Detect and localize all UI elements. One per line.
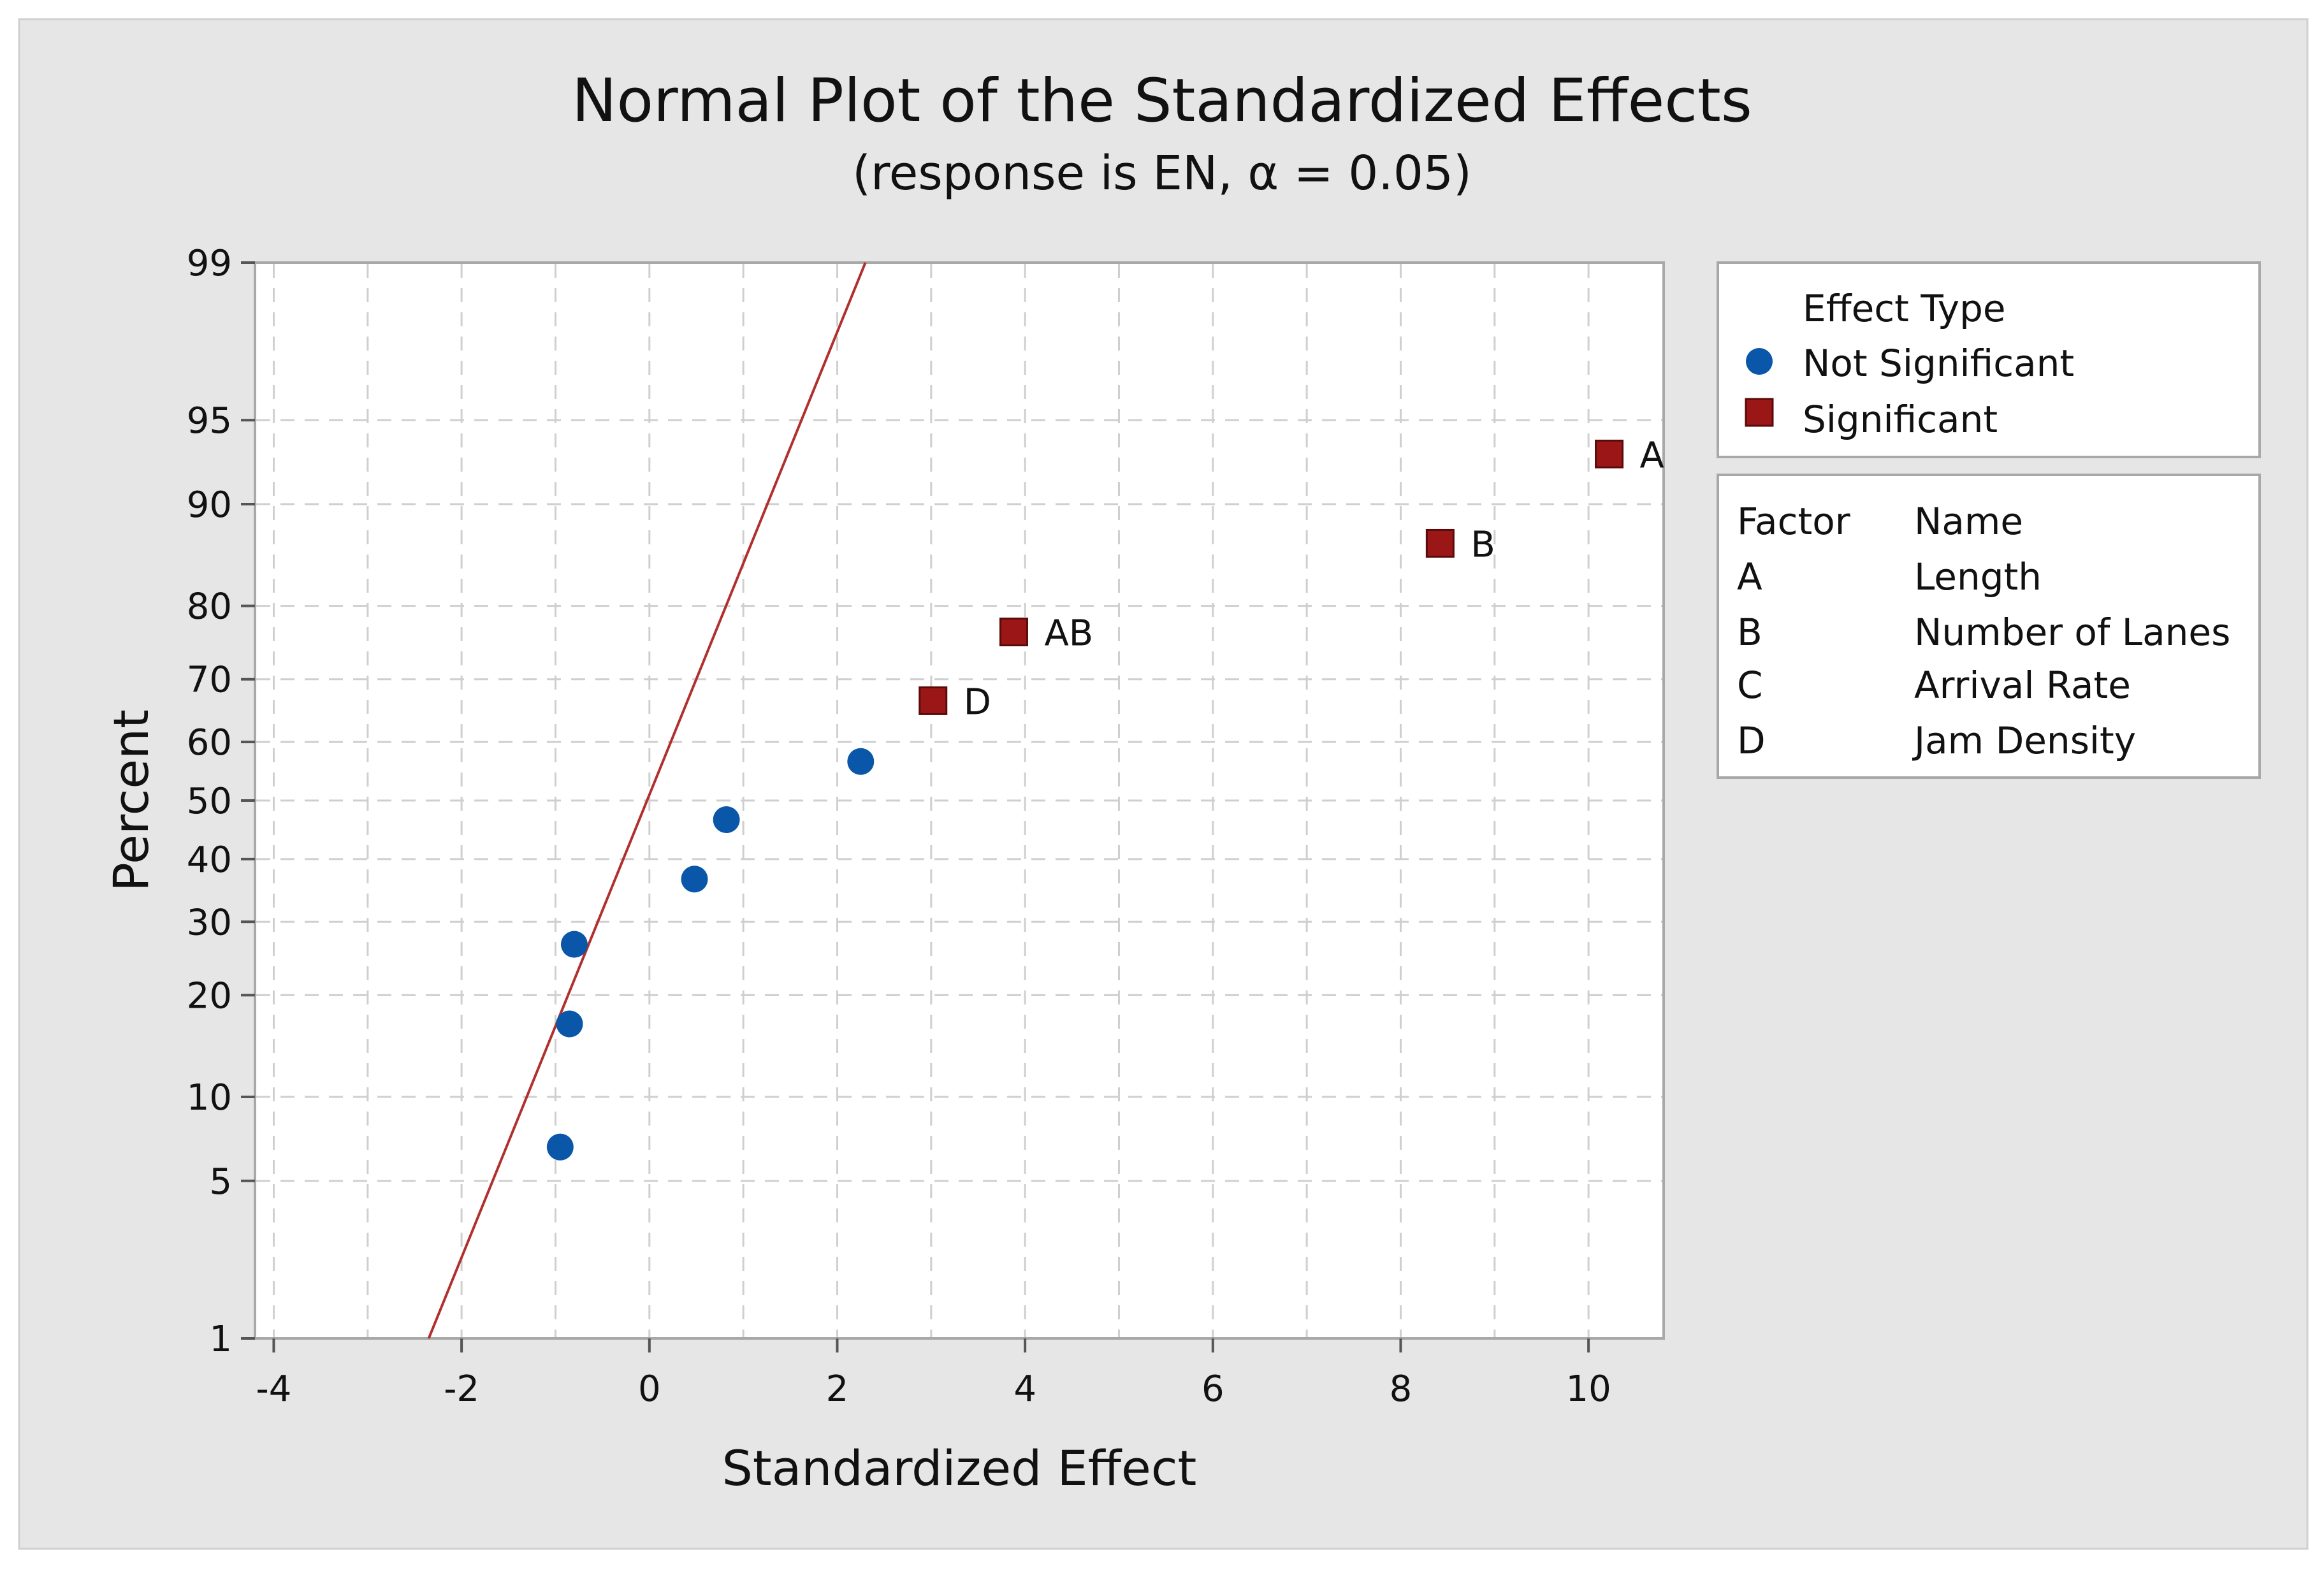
x-tick-label: 4: [1013, 1368, 1036, 1410]
x-tick-label: 2: [826, 1368, 849, 1410]
y-tick-label: 80: [187, 586, 232, 628]
point-not-significant: [556, 1010, 583, 1038]
y-axis-label: Percent: [103, 709, 159, 892]
legend-entry-significant: Significant: [1803, 398, 1998, 441]
legend-box: [1717, 261, 2261, 458]
point-label: A: [1640, 435, 1664, 476]
factor-row-a-factor: A: [1737, 555, 1762, 598]
factor-table-box: [1717, 474, 2261, 779]
factor-row-b-factor: B: [1737, 611, 1762, 654]
y-tick-label: 99: [187, 243, 232, 284]
y-tick-label: 5: [209, 1161, 232, 1203]
point-not-significant: [713, 806, 740, 834]
x-tick-label: 10: [1566, 1368, 1611, 1410]
factor-row-a-name: Length: [1914, 555, 2042, 598]
point-label: AB: [1044, 613, 1093, 655]
x-tick-label: 8: [1390, 1368, 1413, 1410]
factor-row-d-factor: D: [1737, 719, 1766, 762]
point-significant: [999, 618, 1028, 647]
y-tick-label: 10: [187, 1077, 232, 1119]
legend-entry-not-significant: Not Significant: [1803, 342, 2074, 385]
point-not-significant: [560, 931, 588, 958]
points-layer: D AB B A: [546, 435, 1664, 1161]
grid-layer: [256, 264, 1662, 1337]
y-tick-label: 50: [187, 781, 232, 822]
reference-line-layer: [427, 262, 867, 1339]
legend-circle-marker: [1746, 348, 1773, 375]
y-tick-label: 1: [209, 1319, 232, 1360]
point-significant: [1595, 439, 1624, 468]
legend: Effect Type Not Significant Significant: [1717, 261, 2261, 458]
y-tick-label: 95: [187, 400, 232, 442]
y-tick-label: 60: [187, 722, 232, 764]
x-axis-label: Standardized Effect: [722, 1440, 1197, 1497]
x-tick-label: -4: [256, 1368, 292, 1410]
point-not-significant: [681, 866, 708, 893]
legend-title: Effect Type: [1803, 287, 2006, 330]
factor-table: Factor Name A Length B Number of Lanes C…: [1717, 474, 2261, 779]
y-tick-label: 20: [187, 975, 232, 1017]
point-label: B: [1471, 524, 1495, 565]
factor-header: Factor: [1737, 500, 1850, 543]
name-header: Name: [1914, 500, 2023, 543]
y-tick-label: 70: [187, 660, 232, 701]
chart-title: Normal Plot of the Standardized Effects: [572, 66, 1752, 136]
point-significant: [919, 686, 948, 715]
point-not-significant: [546, 1133, 574, 1161]
x-axis: -4 -2 0 2 4 6 8 10: [256, 1338, 1611, 1410]
factor-row-c-name: Arrival Rate: [1914, 663, 2131, 707]
y-tick-label: 40: [187, 839, 232, 881]
y-tick-label: 90: [187, 484, 232, 526]
reference-line: [427, 262, 867, 1339]
factor-row-b-name: Number of Lanes: [1914, 611, 2230, 654]
y-tick-label: 30: [187, 902, 232, 943]
x-tick-label: 0: [638, 1368, 661, 1410]
factor-row-d-name: Jam Density: [1912, 719, 2136, 762]
x-tick-label: -2: [444, 1368, 479, 1410]
point-not-significant: [847, 748, 875, 775]
y-axis: 1 5 10 20 30 40 50 60 70 80 90 95 99: [187, 243, 255, 1360]
x-tick-label: 6: [1202, 1368, 1224, 1410]
chart-subtitle: (response is EN, α = 0.05): [852, 146, 1472, 201]
point-significant: [1425, 528, 1455, 558]
point-label: D: [964, 681, 991, 723]
legend-square-marker: [1745, 398, 1774, 427]
factor-row-c-factor: C: [1737, 663, 1763, 707]
